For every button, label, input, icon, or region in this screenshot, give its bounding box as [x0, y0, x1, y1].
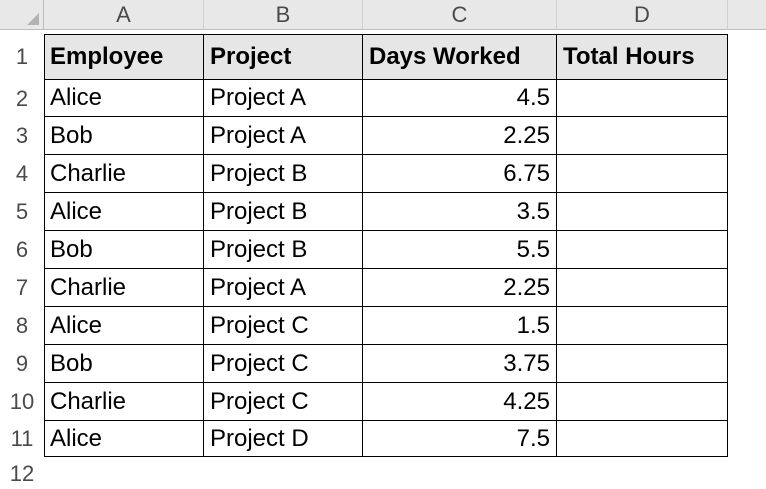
cell-b6[interactable]: Project B	[204, 231, 363, 269]
cell-d8[interactable]	[557, 307, 728, 345]
cell-d10[interactable]	[557, 383, 728, 421]
select-all-corner[interactable]	[0, 0, 44, 30]
cell-b2[interactable]: Project A	[204, 80, 363, 117]
header-cell-a1[interactable]: Employee	[44, 34, 204, 80]
cell-b4[interactable]: Project B	[204, 155, 363, 193]
cell-d6[interactable]	[557, 231, 728, 269]
column-header-a[interactable]: A	[44, 0, 204, 30]
cell-b8[interactable]: Project C	[204, 307, 363, 345]
cell-a8[interactable]: Alice	[44, 307, 204, 345]
cell-d5[interactable]	[557, 193, 728, 231]
header-cell-c1[interactable]: Days Worked	[363, 34, 557, 80]
cell-a3[interactable]: Bob	[44, 117, 204, 155]
column-header-c[interactable]: C	[363, 0, 557, 30]
column-header-e[interactable]	[728, 0, 766, 30]
cell-b11[interactable]: Project D	[204, 421, 363, 457]
cell-c9[interactable]: 3.75	[363, 345, 557, 383]
cell-a10[interactable]: Charlie	[44, 383, 204, 421]
cell-b9[interactable]: Project C	[204, 345, 363, 383]
row-header-11[interactable]: 11	[0, 421, 44, 457]
cell-d7[interactable]	[557, 269, 728, 307]
cell-c8[interactable]: 1.5	[363, 307, 557, 345]
cell-b5[interactable]: Project B	[204, 193, 363, 231]
cell-a6[interactable]: Bob	[44, 231, 204, 269]
row-header-12[interactable]: 12	[0, 459, 44, 489]
cell-d3[interactable]	[557, 117, 728, 155]
cell-d11[interactable]	[557, 421, 728, 457]
row-header-5[interactable]: 5	[0, 193, 44, 231]
cell-b10[interactable]: Project C	[204, 383, 363, 421]
cell-c6[interactable]: 5.5	[363, 231, 557, 269]
select-all-triangle-icon	[27, 13, 39, 25]
cell-c10[interactable]: 4.25	[363, 383, 557, 421]
cell-d9[interactable]	[557, 345, 728, 383]
cell-c7[interactable]: 2.25	[363, 269, 557, 307]
cell-b7[interactable]: Project A	[204, 269, 363, 307]
cell-a2[interactable]: Alice	[44, 80, 204, 117]
header-cell-b1[interactable]: Project	[204, 34, 363, 80]
cell-c2[interactable]: 4.5	[363, 80, 557, 117]
header-cell-d1[interactable]: Total Hours	[557, 34, 728, 80]
cell-a11[interactable]: Alice	[44, 421, 204, 457]
cell-c3[interactable]: 2.25	[363, 117, 557, 155]
cell-c11[interactable]: 7.5	[363, 421, 557, 457]
row-header-2[interactable]: 2	[0, 80, 44, 117]
row-header-8[interactable]: 8	[0, 307, 44, 345]
cell-d4[interactable]	[557, 155, 728, 193]
column-header-b[interactable]: B	[204, 0, 363, 30]
cell-c5[interactable]: 3.5	[363, 193, 557, 231]
row-header-3[interactable]: 3	[0, 117, 44, 155]
row-header-4[interactable]: 4	[0, 155, 44, 193]
row-header-7[interactable]: 7	[0, 269, 44, 307]
cell-b3[interactable]: Project A	[204, 117, 363, 155]
row-header-1[interactable]: 1	[0, 34, 44, 80]
column-header-d[interactable]: D	[557, 0, 728, 30]
cell-a9[interactable]: Bob	[44, 345, 204, 383]
cell-c4[interactable]: 6.75	[363, 155, 557, 193]
row-header-9[interactable]: 9	[0, 345, 44, 383]
cell-d2[interactable]	[557, 80, 728, 117]
cell-a7[interactable]: Charlie	[44, 269, 204, 307]
row-header-10[interactable]: 10	[0, 383, 44, 421]
cell-a5[interactable]: Alice	[44, 193, 204, 231]
row-header-6[interactable]: 6	[0, 231, 44, 269]
cell-a4[interactable]: Charlie	[44, 155, 204, 193]
